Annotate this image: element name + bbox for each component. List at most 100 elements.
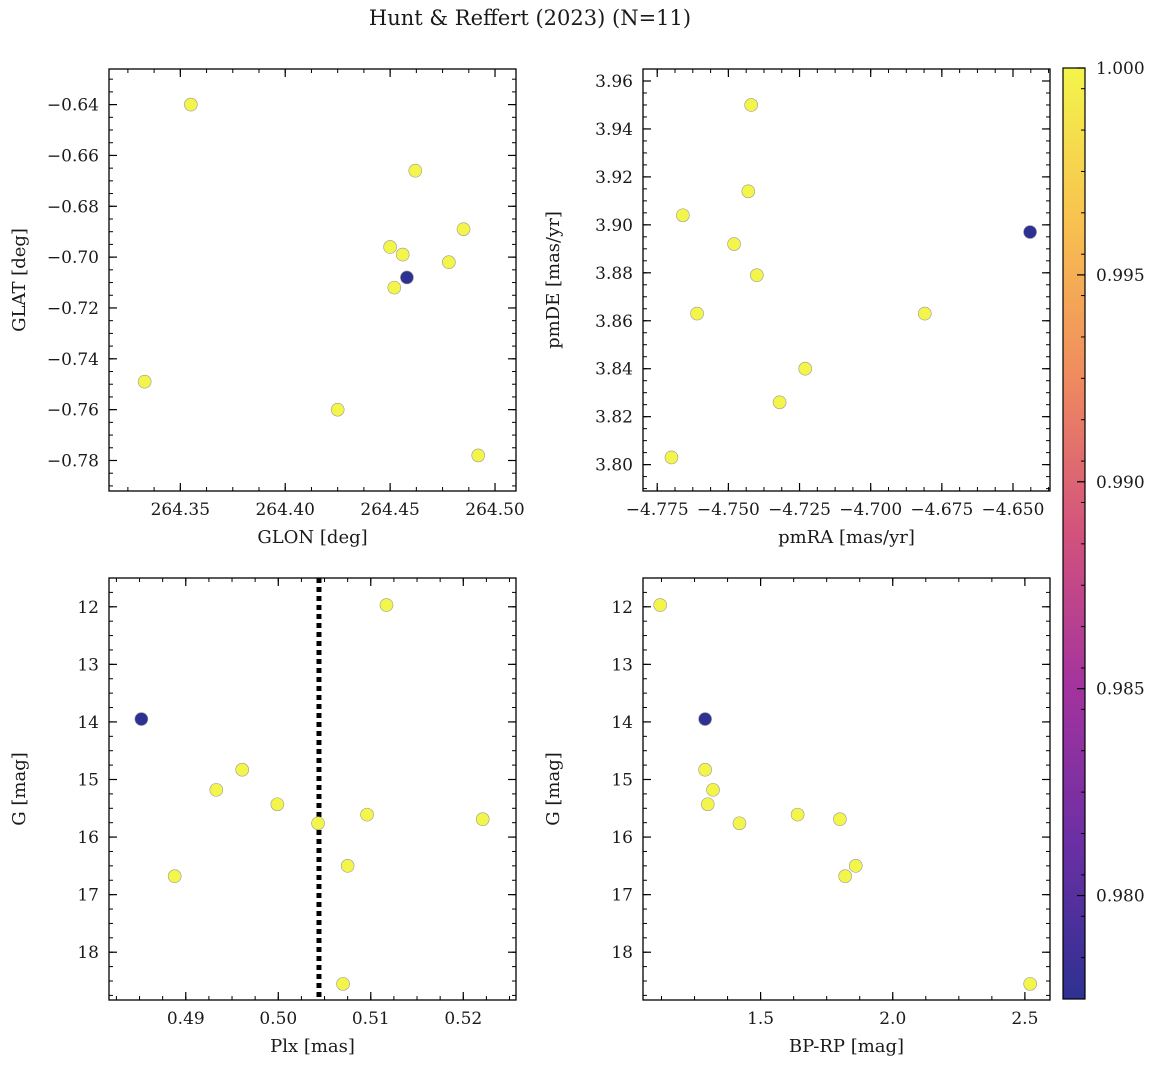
data-point (698, 762, 712, 777)
data-point (664, 450, 679, 465)
data-point (727, 237, 741, 251)
y-tick-label: 15 (611, 771, 633, 791)
y-tick-label: 3.84 (595, 360, 633, 380)
y-tick-label: 15 (77, 771, 99, 791)
data-point (706, 783, 720, 797)
colorbar-tick-label: 0.985 (1096, 680, 1145, 700)
x-tick-label: −4.700 (839, 500, 902, 520)
data-point (653, 598, 667, 612)
x-tick-label: 2.0 (879, 1009, 906, 1029)
y-tick-label: −0.64 (47, 96, 99, 116)
data-point (209, 783, 224, 797)
data-point (1023, 225, 1037, 239)
data-point (676, 208, 690, 223)
x-tick-label: 0.51 (352, 1009, 390, 1029)
data-point (379, 598, 394, 612)
y-axis-label: G [mag] (543, 752, 564, 825)
data-point (690, 306, 704, 321)
x-tick-label: 0.49 (167, 1009, 205, 1029)
y-tick-label: 12 (611, 598, 633, 618)
y-tick-label: 3.86 (595, 312, 633, 332)
axes-frame (108, 68, 517, 492)
x-tick-label: 0.52 (444, 1009, 482, 1029)
data-point (698, 712, 712, 726)
figure-title: Hunt & Reffert (2023) (N=11) (368, 6, 692, 30)
data-point (442, 255, 456, 270)
y-tick-label: −0.68 (47, 197, 99, 217)
y-tick-label: −0.72 (47, 299, 99, 319)
axes-frame (642, 577, 1051, 1001)
data-point (790, 807, 805, 822)
y-tick-label: −0.76 (47, 401, 99, 421)
panel-2: −4.775 −4.750 −4.725 −4.700 −4.675 −4.650 3.80… (543, 68, 1051, 548)
y-axis-label: G [mag] (9, 752, 30, 825)
data-point (732, 816, 747, 831)
y-axis-label: pmDE [mas/yr] (543, 211, 564, 349)
data-point (387, 280, 402, 295)
y-tick-label: 14 (77, 713, 99, 733)
colorbar: 0.980 0.985 0.990 0.995 1.000 (1062, 59, 1145, 1000)
data-point (772, 395, 787, 410)
data-point (270, 797, 285, 812)
axes-frame (642, 68, 1051, 492)
data-point (134, 712, 149, 726)
panel-1: 264.35 264.40 264.45 264.50 −0.64 −0.66 −0.68 −… (9, 68, 525, 548)
data-point (360, 807, 374, 822)
y-tick-label: 3.94 (595, 120, 633, 140)
x-tick-label: 264.35 (151, 500, 210, 520)
x-tick-label: −4.775 (626, 500, 689, 520)
data-point (383, 240, 397, 254)
axes-frame (108, 577, 517, 1001)
data-point (340, 859, 355, 873)
panel-4: 1.5 2.0 2.5 12 13 14 15 16 17 18 BP-RP [mag] G [mag… (543, 577, 1051, 1057)
y-tick-label: 14 (611, 713, 633, 733)
data-point (741, 184, 756, 199)
y-tick-label: 3.96 (595, 72, 633, 92)
y-tick-label: 12 (77, 598, 99, 618)
y-tick-label: 13 (77, 655, 99, 675)
data-point (833, 812, 847, 827)
x-tick-label: −4.750 (697, 500, 760, 520)
y-axis-label: GLAT [deg] (9, 228, 30, 332)
y-tick-label: 3.80 (595, 456, 633, 476)
y-tick-label: 17 (611, 886, 633, 906)
data-point (471, 448, 486, 463)
y-tick-label: −0.74 (47, 350, 99, 370)
x-tick-label: −4.725 (768, 500, 831, 520)
colorbar-tick-label: 0.995 (1096, 266, 1145, 286)
data-point (400, 270, 414, 285)
x-tick-label: 2.5 (1011, 1009, 1038, 1029)
data-point (167, 869, 182, 884)
y-tick-label: 18 (77, 943, 99, 963)
y-tick-label: −0.78 (47, 451, 99, 471)
data-point (798, 361, 813, 376)
x-tick-label: −4.650 (982, 500, 1045, 520)
y-tick-label: 3.82 (595, 408, 633, 428)
y-tick-label: −0.70 (47, 248, 99, 268)
x-tick-label: 264.45 (360, 500, 419, 520)
y-tick-label: 13 (611, 655, 633, 675)
y-tick-label: 3.90 (595, 216, 633, 236)
data-point (330, 402, 345, 417)
x-axis-label: pmRA [mas/yr] (778, 527, 915, 548)
y-tick-label: 3.92 (595, 168, 633, 188)
data-point (475, 812, 490, 827)
data-point (184, 97, 198, 112)
y-tick-label: 16 (611, 828, 633, 848)
y-tick-label: 16 (77, 828, 99, 848)
x-tick-label: 264.50 (465, 500, 524, 520)
colorbar-tick-label: 1.000 (1096, 59, 1145, 79)
data-point (1023, 977, 1037, 991)
x-axis-label: GLON [deg] (257, 527, 367, 548)
data-point (838, 869, 852, 884)
x-tick-label: 1.5 (747, 1009, 774, 1029)
colorbar-bar (1062, 67, 1086, 1000)
y-tick-label: −0.66 (47, 146, 99, 166)
data-point (917, 306, 932, 321)
y-tick-label: 18 (611, 943, 633, 963)
data-point (408, 163, 423, 178)
y-tick-label: 17 (77, 886, 99, 906)
x-tick-label: 0.50 (259, 1009, 297, 1029)
data-point (311, 816, 325, 831)
panel-3: 0.49 0.50 0.51 0.52 12 13 14 15 16 17 18 Plx [mas] G… (9, 577, 517, 1057)
